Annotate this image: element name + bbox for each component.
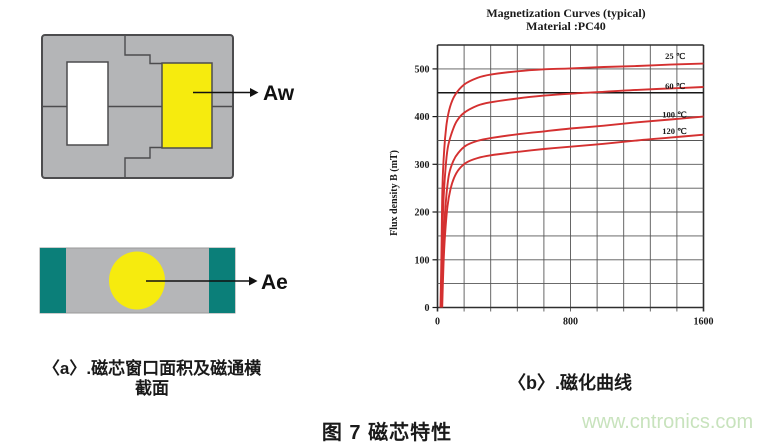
curve-label: 100 ℃ [662,110,687,120]
y-tick-label: 300 [415,160,430,171]
aw-label: Aw [263,82,295,105]
chart-title-line1: Magnetization Curves (typical) [486,6,645,20]
core-top-notch [124,36,162,65]
caption-a-line1: 〈a〉.磁芯窗口面积及磁通横 [42,359,262,378]
aw-arrow-head [250,88,259,97]
caption-subfigure-a: 〈a〉.磁芯窗口面积及磁通横 截面 [28,359,276,399]
y-axis-title: Flux density B (mT) [389,150,400,236]
core-bar-diagram: Ae [39,247,288,314]
y-tick-label: 400 [415,112,430,123]
core-diagrams: Aw Ae [39,34,295,314]
curve-label: 25 ℃ [665,51,686,61]
bar-end-left [40,248,66,313]
caption-subfigure-b: 〈b〉.磁化曲线 [508,373,632,393]
caption-a-line2: 截面 [135,379,169,398]
curve-25 ℃ [439,62,704,308]
core-cross-section-diagram: Aw [41,34,295,179]
y-tick-label: 0 [425,303,430,314]
core-bottom-notch [124,146,162,177]
chart-title-line2: Material :PC40 [526,19,606,33]
y-tick-label: 500 [415,64,430,75]
core-window-winding-area [161,62,213,149]
core-window-empty [66,61,109,146]
ae-arrow-head [249,276,258,286]
flux-cross-section-circle [109,251,165,310]
magnetization-chart: Magnetization Curves (typical) Material … [389,6,714,328]
y-tick-label: 100 [415,255,430,266]
figure-caption: 图 7 磁芯特性 [321,422,453,444]
x-tick-label: 800 [563,317,578,328]
curve-120 ℃ [441,133,704,308]
x-tick-label: 1600 [694,317,714,328]
curve-label: 60 ℃ [665,81,686,91]
y-tick-label: 200 [415,208,430,219]
ae-label: Ae [261,271,288,294]
curve-60 ℃ [439,86,704,308]
curve-label: 120 ℃ [662,126,687,136]
plot-area: 0 100 200 300 400 500 0 800 1600 25 ℃ 60 ℃ 100 ℃ 120… [415,44,714,328]
curve-100 ℃ [440,115,704,308]
x-tick-label: 0 [435,317,440,328]
watermark: www.cntronics.com [582,411,754,433]
